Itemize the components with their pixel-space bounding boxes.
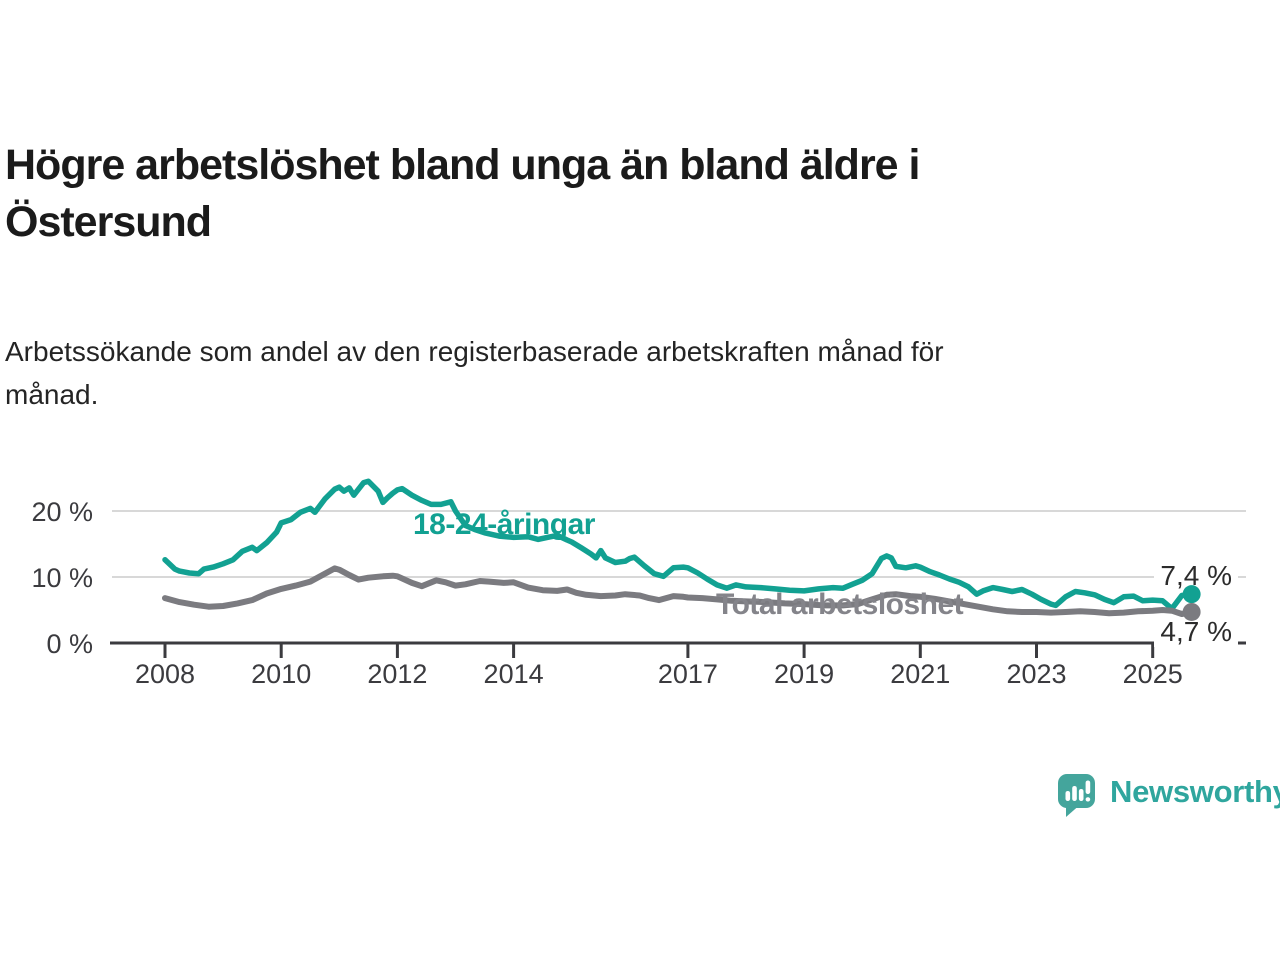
svg-text:2008: 2008 [135, 659, 195, 689]
newsworthy-wordmark: Newsworthy [1110, 774, 1280, 809]
end-value-label-young: 7,4 % [1154, 560, 1238, 591]
end-value-label-young-bg [1154, 561, 1238, 591]
series-label-young: 18-24-åringar [413, 508, 596, 541]
end-value-young: 7,4 % [1160, 560, 1232, 591]
y-axis-labels: 0 % 10 % 20 % [31, 497, 93, 659]
series-lines [162, 478, 1195, 617]
svg-text:2012: 2012 [367, 659, 427, 689]
series-line-0 [162, 478, 1195, 612]
svg-text:2023: 2023 [1006, 659, 1066, 689]
newsworthy-icon [1058, 774, 1095, 817]
series-end-dots [1182, 585, 1201, 621]
series-line-1 [162, 565, 1195, 617]
svg-text:2010: 2010 [251, 659, 311, 689]
newsworthy-logo: Newsworthy [1056, 772, 1280, 818]
svg-text:2019: 2019 [774, 659, 834, 689]
series-label-total: Total arbetslöshet [716, 588, 964, 621]
svg-text:20 %: 20 % [31, 497, 93, 527]
chart-subtitle: Arbetssökande som andel av den registerb… [5, 336, 944, 410]
series-end-dot-1 [1182, 602, 1201, 621]
svg-text:10 %: 10 % [31, 563, 93, 593]
svg-text:2017: 2017 [658, 659, 718, 689]
x-axis: 2008 2010 2012 2014 2017 2019 2021 2023 2025 [110, 641, 1246, 689]
end-value-label-total-bg [1154, 617, 1238, 647]
chart-title: Högre arbetslöshet bland unga än bland ä… [5, 141, 921, 246]
svg-text:2021: 2021 [890, 659, 950, 689]
svg-text:0 %: 0 % [46, 629, 93, 659]
svg-text:2025: 2025 [1123, 659, 1183, 689]
series-end-dot-0 [1182, 585, 1201, 604]
end-value-label-total: 4,7 % [1154, 616, 1238, 647]
end-value-total: 4,7 % [1160, 616, 1232, 647]
svg-text:2014: 2014 [484, 659, 544, 689]
